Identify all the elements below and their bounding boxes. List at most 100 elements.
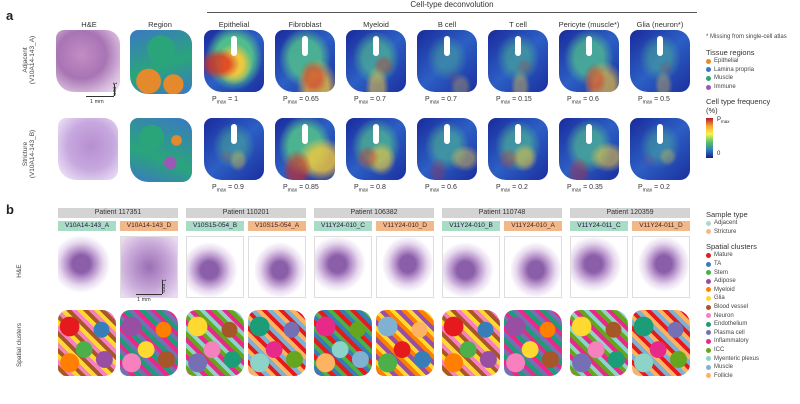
cluster-blood-vessel: Blood vessel xyxy=(706,303,798,312)
legend-label: TA xyxy=(714,261,722,268)
legend-dot-icon xyxy=(706,270,711,276)
legend-label: Epithelial xyxy=(714,58,739,65)
pmax-str-4: Pmax = 0.2 xyxy=(496,184,528,193)
sample-tag-stricture-4: V11Y24-011_D xyxy=(632,221,690,231)
pmax-sub: max xyxy=(642,99,653,106)
row-label-spatial: Spatial clusters xyxy=(16,322,23,368)
tissue-region-muscle: Muscle xyxy=(706,74,798,83)
legend-label: Myeloid xyxy=(714,286,735,293)
pmax-value: = 0.65 xyxy=(297,96,319,103)
pmax-sub: max xyxy=(216,187,227,194)
pmax-prefix: P xyxy=(354,184,359,191)
pmax-sub: max xyxy=(500,99,511,106)
spatial-cluster-map-0-0 xyxy=(58,310,116,376)
he-frame-1-0 xyxy=(186,236,244,298)
pmax-sub: max xyxy=(642,187,653,194)
spatial-cluster-map-4-1 xyxy=(632,310,690,376)
heatmap-notch-str-5 xyxy=(586,124,592,144)
legend-label: Stem xyxy=(714,269,729,276)
cluster-follicle: Follicle xyxy=(706,372,798,381)
legend-dot-icon xyxy=(706,75,711,81)
cluster-muscle: Muscle xyxy=(706,363,798,372)
col-header-glia-neuron: Glia (neuron*) xyxy=(636,20,684,29)
legend-label: Inflammatory xyxy=(714,338,749,345)
col-header-epithelial: Epithelial xyxy=(218,20,250,29)
col-region: Region xyxy=(148,20,172,29)
pmax-str-3: Pmax = 0.6 xyxy=(425,184,457,193)
pmax-prefix: P xyxy=(567,184,572,191)
cluster-glia: Glia xyxy=(706,294,798,303)
pmax-value: = 0.7 xyxy=(439,96,457,103)
missing-note: * Missing from single-cell atlas xyxy=(706,34,798,40)
pmax-sub: max xyxy=(500,187,511,194)
legend-label: Endothelium xyxy=(714,321,748,328)
heatmap-notch-str-2 xyxy=(373,124,379,144)
heatmap-notch-adj-1 xyxy=(302,36,308,56)
missing-note-text: * Missing from single-cell atlas xyxy=(706,34,787,40)
pmax-value: = 0.2 xyxy=(652,184,670,191)
tissue-region-immune: Immune xyxy=(706,83,798,92)
legend-label: Plasma cell xyxy=(714,329,745,336)
legend-dot-icon xyxy=(706,278,711,284)
he-frame-4-0 xyxy=(570,236,628,298)
patient-header-2: Patient 106382 xyxy=(314,208,434,218)
sample-tag-stricture-0: V10A14-143_D xyxy=(120,221,178,231)
panel-b-legend: Sample type Adjacent Stricture Spatial cl… xyxy=(706,210,798,380)
heatmap-notch-adj-2 xyxy=(373,36,379,56)
freq-max-sub: max xyxy=(721,119,730,125)
row-label-adjacent: Adjacent (V10A14-143_A) xyxy=(22,28,36,92)
sample-tag-adjacent-2: V11Y24-010_C xyxy=(314,221,372,231)
pmax-adj-5: Pmax = 0.6 xyxy=(567,96,599,105)
pmax-sub: max xyxy=(429,99,440,106)
pmax-prefix: P xyxy=(283,96,288,103)
patient-header-3: Patient 110748 xyxy=(442,208,562,218)
pmax-adj-6: Pmax = 0.5 xyxy=(638,96,670,105)
pmax-value: = 0.9 xyxy=(226,184,244,191)
legend-label: Blood vessel xyxy=(714,304,749,311)
legend-dot-icon xyxy=(706,304,711,310)
sample-type-title: Sample type xyxy=(706,210,748,219)
region-map-adjacent xyxy=(130,30,192,94)
pmax-sub: max xyxy=(216,99,227,106)
deconvolution-bracket xyxy=(207,12,697,13)
heatmap-notch-adj-6 xyxy=(657,36,663,56)
sample-tag-adjacent-4: V11Y24-011_C xyxy=(570,221,628,231)
scale-b-label-h: 1 mm xyxy=(137,297,151,303)
legend-dot-icon xyxy=(706,220,711,226)
freq-max-label: Pmax xyxy=(717,117,730,124)
cluster-adipose: Adipose xyxy=(706,277,798,286)
scale-bar-horizontal xyxy=(86,96,114,97)
scale-bar-vertical xyxy=(114,84,115,96)
pmax-str-1: Pmax = 0.85 xyxy=(283,184,319,193)
he-frame-3-1 xyxy=(504,236,562,298)
col-header-t-cell: T cell xyxy=(509,20,527,29)
spatial-cluster-map-4-0 xyxy=(570,310,628,376)
he-frame-2-0 xyxy=(314,236,372,298)
sample-type-stricture: Stricture xyxy=(706,228,798,237)
legend-label: Neuron xyxy=(714,312,734,319)
pmax-sub: max xyxy=(571,187,582,194)
cluster-myenteric-plexus: Myenteric plexus xyxy=(706,354,798,363)
pmax-str-2: Pmax = 0.8 xyxy=(354,184,386,193)
spatial-cluster-map-1-0 xyxy=(186,310,244,376)
row-label-stricture: Stricture (V10A14-143_B) xyxy=(22,122,36,186)
sample-tag-stricture-1: V10S15-054_A xyxy=(248,221,306,231)
legend-label: Follicle xyxy=(714,372,733,379)
spatial-clusters-list: Mature TA Stem Adipose Myeloid Glia Blood vess… xyxy=(706,251,798,380)
pmax-value: = 0.15 xyxy=(510,96,532,103)
col-header-fibroblast: Fibroblast xyxy=(288,20,322,29)
he-frame-2-1 xyxy=(376,236,434,298)
freq-colorbar xyxy=(706,118,713,159)
spatial-cluster-map-2-0 xyxy=(314,310,372,376)
pmax-value: = 0.35 xyxy=(581,184,603,191)
pmax-prefix: P xyxy=(638,184,643,191)
cluster-inflammatory: Inflammatory xyxy=(706,337,798,346)
legend-label: Stricture xyxy=(714,228,737,235)
legend-label: Glia xyxy=(714,295,725,302)
heatmap-notch-str-4 xyxy=(515,124,521,144)
scale-bar-b-horizontal xyxy=(136,294,162,295)
pmax-value: = 0.85 xyxy=(297,184,319,191)
cluster-plasma-cell: Plasma cell xyxy=(706,329,798,338)
cluster-stem: Stem xyxy=(706,268,798,277)
pmax-sub: max xyxy=(358,99,369,106)
